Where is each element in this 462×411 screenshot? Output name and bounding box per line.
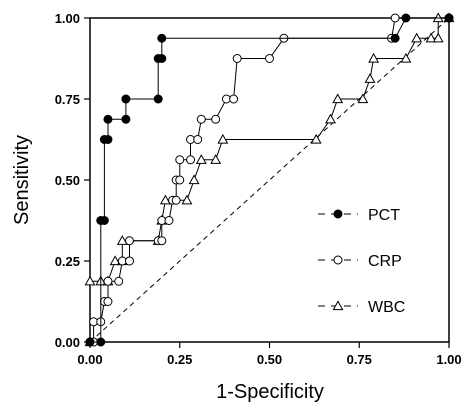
pct-data-point bbox=[444, 13, 454, 23]
crp-data-point bbox=[171, 195, 181, 205]
wbc-data-point bbox=[368, 52, 380, 63]
y-tick-label: 1.00 bbox=[55, 11, 80, 26]
crp-data-point bbox=[186, 155, 196, 165]
legend-label-pct: PCT bbox=[368, 207, 400, 224]
crp-data-point bbox=[265, 54, 274, 63]
wbc-data-point bbox=[188, 174, 200, 185]
wbc-data-point bbox=[425, 32, 437, 43]
y-tick-label: 0.00 bbox=[55, 335, 80, 350]
crp-data-point bbox=[157, 236, 167, 246]
x-tick-label: 0.50 bbox=[257, 352, 282, 367]
wbc-data-point bbox=[84, 275, 96, 286]
plot-area: 0.00 0.25 0.50 0.75 1.00 0.00 0.25 0.50 0.75 1.00 bbox=[55, 11, 462, 367]
crp-data-point bbox=[193, 135, 203, 144]
y-tick-label: 0.75 bbox=[55, 92, 80, 107]
legend-label-crp: CRP bbox=[368, 253, 402, 270]
pct-data-point bbox=[121, 114, 131, 124]
crp-data-point bbox=[103, 276, 113, 286]
legend-marker-crp bbox=[333, 255, 343, 265]
crp-data-point bbox=[103, 297, 113, 306]
pct-data-point bbox=[401, 13, 411, 23]
wbc-data-point bbox=[181, 194, 193, 205]
wbc-data-point bbox=[109, 255, 121, 266]
crp-data-point bbox=[211, 114, 221, 124]
pct-data-point bbox=[85, 337, 95, 347]
x-tick-label: 0.75 bbox=[347, 352, 372, 367]
crp-data-point bbox=[229, 94, 239, 104]
pct-data-point bbox=[103, 114, 113, 124]
wbc-data-point bbox=[364, 73, 376, 83]
x-tick-label: 0.25 bbox=[167, 352, 192, 367]
pct-data-point bbox=[99, 216, 109, 225]
x-tick-label: 1.00 bbox=[436, 352, 461, 367]
wbc-data-point bbox=[332, 93, 344, 104]
wbc-data-point bbox=[411, 32, 423, 43]
x-tick-label: 0.00 bbox=[77, 352, 102, 367]
crp-data-point bbox=[196, 114, 206, 124]
wbc-data-point bbox=[325, 113, 336, 124]
legend-label-wbc: WBC bbox=[368, 299, 405, 316]
pct-data-point bbox=[96, 337, 106, 347]
wbc-data-point bbox=[310, 133, 322, 144]
crp-data-point bbox=[390, 13, 400, 23]
wbc-data-point bbox=[116, 235, 128, 245]
pct-data-point bbox=[157, 33, 167, 43]
wbc-data-point bbox=[159, 194, 171, 205]
crp-data-point bbox=[124, 236, 134, 246]
legend-item-pct: PCT bbox=[318, 207, 400, 224]
wbc-data-point bbox=[357, 93, 369, 104]
x-axis-title: 1-Specificity bbox=[216, 381, 324, 403]
wbc-data-point bbox=[217, 133, 229, 144]
wbc-data-point bbox=[195, 154, 207, 164]
wbc-data-point bbox=[210, 154, 222, 164]
pct-data-point bbox=[121, 94, 131, 104]
crp-data-point bbox=[232, 54, 242, 63]
legend-item-crp: CRP bbox=[318, 253, 402, 270]
legend-marker-wbc bbox=[332, 300, 344, 311]
y-tick-label: 0.25 bbox=[55, 254, 80, 269]
y-axis-title: Sensitivity bbox=[11, 135, 33, 225]
pct-data-point bbox=[103, 135, 113, 144]
crp-data-point bbox=[124, 256, 134, 266]
legend: PCT CRP WBC bbox=[318, 207, 405, 316]
y-tick-label: 0.50 bbox=[55, 173, 80, 188]
pct-data-point bbox=[390, 33, 400, 43]
pct-data-point bbox=[157, 54, 167, 63]
crp-data-point bbox=[175, 175, 185, 185]
wbc-data-point bbox=[400, 52, 412, 63]
crp-data-point bbox=[114, 276, 124, 286]
legend-item-wbc: WBC bbox=[318, 299, 405, 316]
wbc-data-point bbox=[432, 32, 444, 43]
reference-diagonal-line bbox=[89, 17, 450, 343]
legend-marker-pct bbox=[333, 209, 343, 219]
crp-data-point bbox=[164, 216, 174, 225]
crp-data-point bbox=[175, 155, 185, 165]
pct-data-point bbox=[153, 94, 163, 104]
